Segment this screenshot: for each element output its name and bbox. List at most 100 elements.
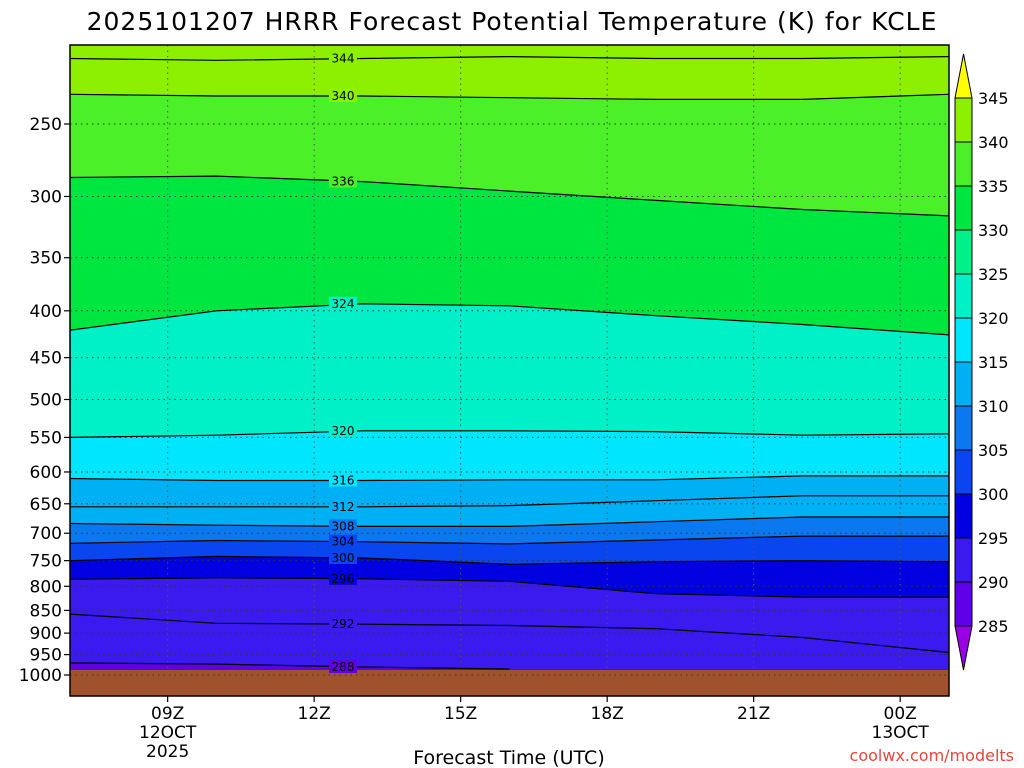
y-tick-label-500: 500 <box>30 391 62 411</box>
isentrope-304 <box>69 535 949 545</box>
isentrope-label-316: 316 <box>332 473 355 487</box>
isentrope-label-bg-316 <box>329 473 357 487</box>
isentrope-contours: 344 340 336 324 320 316 312 308 304 300 296 292 288 <box>69 51 950 674</box>
isentrope-label-bg-324 <box>329 296 357 310</box>
isentrope-324 <box>69 303 950 336</box>
colorbar-segment-315 <box>954 361 973 407</box>
plot-area: 344 340 336 324 320 316 312 308 304 300 296 292 288 <box>69 44 950 697</box>
colorbar-segment-325 <box>954 273 973 319</box>
colorbar-segment-330 <box>954 229 973 275</box>
colorbar-label-340: 340 <box>978 133 1009 152</box>
y-tick-label-850: 850 <box>30 601 62 621</box>
isentrope-316 <box>69 475 949 482</box>
isentrope-label-288: 288 <box>332 660 355 674</box>
colorbar-segment-320 <box>954 317 973 363</box>
credit-link[interactable]: coolwx.com/modelts <box>850 746 1014 765</box>
isentrope-label-296: 296 <box>332 572 355 586</box>
isentrope-label-336: 336 <box>332 175 355 189</box>
colorbar-label-330: 330 <box>978 221 1009 240</box>
colorbar-label-290: 290 <box>978 573 1009 592</box>
x-tick-label-09Z: 09Z <box>151 704 184 724</box>
y-tick-label-700: 700 <box>30 524 62 544</box>
isentrope-label-bg-292 <box>329 617 357 631</box>
isentrope-label-bg-336 <box>329 174 357 188</box>
x-tick-label-15Z: 15Z <box>444 704 477 724</box>
band-below-288 <box>70 662 949 670</box>
isentrope-label-bg-340 <box>329 89 357 103</box>
isentrope-label-bg-296 <box>329 571 357 585</box>
isentrope-292 <box>69 613 950 654</box>
colorbar-label-285: 285 <box>978 617 1009 636</box>
x-tick-label-21Z: 21Z <box>737 704 770 724</box>
isentrope-label-324: 324 <box>332 297 355 311</box>
band-below-292 <box>70 614 949 670</box>
colorbar-max-arrow <box>954 53 973 99</box>
y-tick-label-800: 800 <box>30 577 62 597</box>
y-tick-label-450: 450 <box>30 349 62 369</box>
x-tick-label-12Z: 12Z <box>298 704 331 724</box>
isentrope-344 <box>69 55 950 61</box>
isentrope-label-bg-288 <box>329 659 357 673</box>
colorbar-label-335: 335 <box>978 177 1009 196</box>
isentrope-288 <box>69 662 510 670</box>
ground-fill <box>70 670 949 696</box>
colorbar-segment-300 <box>954 493 973 539</box>
x-axis-label: Forecast Time (UTC) <box>413 747 604 768</box>
colorbar-label-345: 345 <box>978 89 1009 108</box>
isentrope-308 <box>69 516 949 527</box>
isentrope-label-344: 344 <box>332 51 355 65</box>
y-tick-label-400: 400 <box>30 302 62 322</box>
isentrope-label-bg-304 <box>329 534 357 548</box>
chart-title: 2025101207 HRRR Forecast Potential Tempe… <box>87 7 938 36</box>
isentrope-label-292: 292 <box>332 617 355 631</box>
isentrope-296 <box>69 577 949 598</box>
y-tick-label-300: 300 <box>30 187 62 207</box>
y-tick-label-550: 550 <box>30 428 62 448</box>
isentrope-label-304: 304 <box>332 535 355 549</box>
isentrope-label-320: 320 <box>332 424 355 438</box>
isentrope-label-bg-320 <box>329 423 357 437</box>
colorbar-segment-335 <box>954 185 973 231</box>
colorbar-label-310: 310 <box>978 397 1009 416</box>
x-tick-date-00Z: 13OCT <box>872 723 930 743</box>
y-axis-pressure: 250 300 350 400 450 500 550 600 650 700 750 800 850 9… <box>19 115 70 686</box>
color-fill-bands <box>70 45 949 671</box>
y-tick-label-650: 650 <box>30 495 62 515</box>
colorbar-label-295: 295 <box>978 529 1009 548</box>
isentrope-label-312: 312 <box>332 500 355 514</box>
y-tick-label-900: 900 <box>30 624 62 644</box>
x-tick-label-00Z: 00Z <box>884 704 917 724</box>
x-tick-year-09Z: 2025 <box>146 742 189 762</box>
colorbar-legend: 345 340 335 330 325 320 315 310 305 300 295 290 285 <box>954 53 1009 671</box>
colorbar-label-320: 320 <box>978 309 1009 328</box>
isentrope-300 <box>69 555 950 565</box>
y-tick-label-950: 950 <box>30 646 62 666</box>
y-tick-label-350: 350 <box>30 249 62 269</box>
isentrope-label-bg-300 <box>329 550 357 564</box>
isentrope-312 <box>70 495 949 508</box>
colorbar-label-325: 325 <box>978 265 1009 284</box>
colorbar-min-arrow <box>954 625 973 671</box>
isentrope-340 <box>69 93 950 100</box>
colorbar-segment-340 <box>954 141 973 187</box>
isentrope-label-bg-344 <box>329 51 357 65</box>
y-tick-label-1000: 1000 <box>19 666 62 686</box>
colorbar-segment-345 <box>954 97 973 143</box>
colorbar-segment-295 <box>954 537 973 583</box>
x-tick-label-18Z: 18Z <box>591 704 624 724</box>
isentrope-label-340: 340 <box>332 89 355 103</box>
colorbar-label-315: 315 <box>978 353 1009 372</box>
y-tick-label-250: 250 <box>30 115 62 135</box>
y-tick-label-750: 750 <box>30 552 62 572</box>
isentrope-336 <box>69 175 950 217</box>
isentrope-label-bg-308 <box>329 519 357 533</box>
colorbar-label-305: 305 <box>978 441 1009 460</box>
colorbar-segment-290 <box>954 581 973 627</box>
x-tick-date-09Z: 12OCT <box>139 723 197 743</box>
colorbar-segment-310 <box>954 405 973 451</box>
plot-frame <box>69 44 950 697</box>
colorbar-label-300: 300 <box>978 485 1009 504</box>
colorbar-segment-305 <box>954 449 973 495</box>
